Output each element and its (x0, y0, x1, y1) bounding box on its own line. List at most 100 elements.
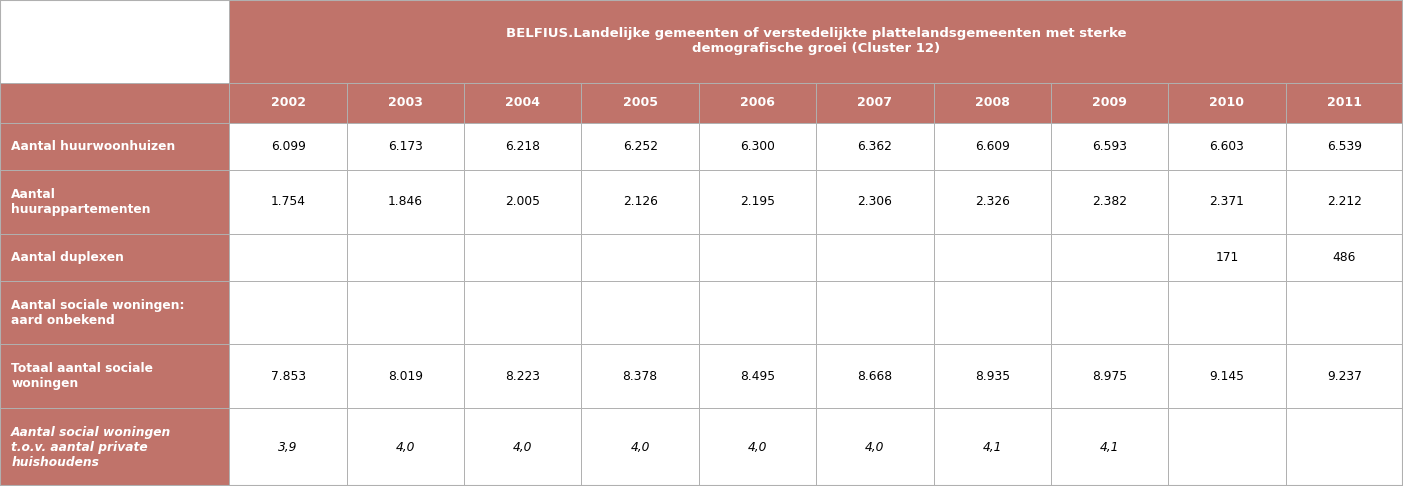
Bar (1169, 345, 1285, 408)
Text: 4,0: 4,0 (396, 441, 415, 453)
Text: 6.099: 6.099 (271, 140, 306, 153)
Text: 4,0: 4,0 (513, 441, 533, 453)
Text: Aantal duplexen: Aantal duplexen (11, 251, 123, 264)
Bar (581, 408, 699, 486)
Text: 8.223: 8.223 (505, 370, 540, 383)
Bar (817, 234, 933, 281)
Bar (464, 83, 581, 122)
Bar (933, 345, 1051, 408)
Text: 3,9: 3,9 (278, 441, 297, 453)
Bar (464, 345, 581, 408)
Bar (933, 122, 1051, 170)
Bar (0, 122, 230, 170)
Bar (1169, 83, 1285, 122)
Text: Aantal
huurappartementen: Aantal huurappartementen (11, 188, 150, 216)
Text: 8.378: 8.378 (623, 370, 658, 383)
Text: 2005: 2005 (623, 96, 658, 109)
Bar (347, 83, 464, 122)
Text: 171: 171 (1215, 251, 1239, 264)
Bar (1285, 170, 1403, 234)
Bar (1285, 281, 1403, 345)
Bar (1051, 345, 1169, 408)
Text: 8.668: 8.668 (857, 370, 892, 383)
Text: 6.539: 6.539 (1327, 140, 1362, 153)
Bar (581, 83, 699, 122)
Text: 486: 486 (1333, 251, 1357, 264)
Text: 2002: 2002 (271, 96, 306, 109)
Text: 8.935: 8.935 (975, 370, 1010, 383)
Bar (230, 408, 347, 486)
Bar (464, 122, 581, 170)
Bar (464, 234, 581, 281)
Text: 2.382: 2.382 (1092, 195, 1127, 208)
Bar (1051, 170, 1169, 234)
Text: 8.495: 8.495 (739, 370, 774, 383)
Bar (1051, 408, 1169, 486)
Text: 6.252: 6.252 (623, 140, 658, 153)
Bar (699, 345, 817, 408)
Bar (347, 234, 464, 281)
Bar (230, 170, 347, 234)
Text: 7.853: 7.853 (271, 370, 306, 383)
Text: 2.212: 2.212 (1327, 195, 1362, 208)
Bar (0, 170, 230, 234)
Bar (817, 345, 933, 408)
Bar (1285, 408, 1403, 486)
Bar (933, 234, 1051, 281)
Bar (1051, 122, 1169, 170)
Text: 2006: 2006 (739, 96, 774, 109)
Bar (1285, 345, 1403, 408)
Text: 6.173: 6.173 (389, 140, 422, 153)
Bar (933, 408, 1051, 486)
Bar (0, 0, 230, 83)
Bar (464, 170, 581, 234)
Bar (581, 345, 699, 408)
Bar (1169, 234, 1285, 281)
Bar (347, 345, 464, 408)
Bar (581, 122, 699, 170)
Bar (0, 408, 230, 486)
Text: Totaal aantal sociale
woningen: Totaal aantal sociale woningen (11, 362, 153, 390)
Bar (699, 170, 817, 234)
Bar (699, 122, 817, 170)
Text: 6.362: 6.362 (857, 140, 892, 153)
Text: 2011: 2011 (1327, 96, 1362, 109)
Text: 8.975: 8.975 (1092, 370, 1127, 383)
Text: 1.754: 1.754 (271, 195, 306, 208)
Text: 2.326: 2.326 (975, 195, 1010, 208)
Bar (230, 83, 347, 122)
Text: 4,0: 4,0 (630, 441, 650, 453)
Text: 2.126: 2.126 (623, 195, 658, 208)
Bar (699, 408, 817, 486)
Bar (699, 234, 817, 281)
Text: 6.603: 6.603 (1209, 140, 1244, 153)
Text: Aantal sociale woningen:
aard onbekend: Aantal sociale woningen: aard onbekend (11, 298, 185, 327)
Bar (817, 83, 933, 122)
Text: 4,0: 4,0 (748, 441, 767, 453)
Bar (1051, 281, 1169, 345)
Bar (347, 281, 464, 345)
Bar (933, 281, 1051, 345)
Text: 2.195: 2.195 (739, 195, 774, 208)
Bar (230, 345, 347, 408)
Bar (1285, 122, 1403, 170)
Text: 2009: 2009 (1092, 96, 1127, 109)
Bar (581, 170, 699, 234)
Bar (1169, 170, 1285, 234)
Bar (933, 170, 1051, 234)
Text: Aantal huurwoonhuizen: Aantal huurwoonhuizen (11, 140, 175, 153)
Bar (699, 83, 817, 122)
Bar (581, 234, 699, 281)
Bar (230, 234, 347, 281)
Text: 4,1: 4,1 (1100, 441, 1120, 453)
Text: 1.846: 1.846 (389, 195, 422, 208)
Bar (0, 281, 230, 345)
Bar (817, 281, 933, 345)
Text: 9.145: 9.145 (1209, 370, 1244, 383)
Bar (464, 408, 581, 486)
Text: BELFIUS.Landelijke gemeenten of verstedelijkte plattelandsgemeenten met sterke
d: BELFIUS.Landelijke gemeenten of verstede… (506, 27, 1127, 55)
Text: 6.609: 6.609 (975, 140, 1010, 153)
Text: 2004: 2004 (505, 96, 540, 109)
Text: 8.019: 8.019 (389, 370, 422, 383)
Bar (0, 234, 230, 281)
